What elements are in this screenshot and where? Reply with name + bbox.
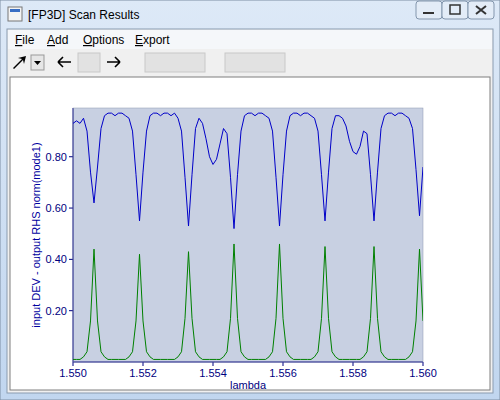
y-tick [69,208,73,209]
y-tick-label: 0.80 [46,151,67,163]
y-tick [69,259,73,260]
close-icon [476,6,486,14]
y-tick-label: 0.40 [46,253,67,265]
x-tick-label: 1.552 [129,367,157,379]
x-tick [213,362,214,366]
menu-item[interactable]: Add [47,33,68,47]
y-tick-label: 0.60 [46,202,67,214]
app-icon [10,9,20,12]
x-tick-label: 1.550 [59,367,87,379]
window-title: [FP3D] Scan Results [28,8,139,22]
client-area [7,29,493,393]
toolbar [8,50,492,74]
plot-area [73,108,423,362]
menu-item[interactable]: Export [135,33,170,47]
window-frame [0,0,500,400]
y-tick [69,156,73,157]
menu-bar [8,30,492,49]
close-button[interactable] [468,1,494,19]
x-tick [283,362,284,366]
series-line [73,113,423,228]
x-tick-label: 1.560 [409,367,437,379]
series-group [73,113,423,359]
series-line [73,244,423,359]
y-tick [69,310,73,311]
minimize-button[interactable] [416,1,442,19]
dropdown[interactable] [31,55,44,70]
app-icon [8,7,22,21]
maximize-icon [450,5,460,14]
menu-item[interactable]: Options [83,33,124,47]
y-tick-label: 0.20 [46,305,67,317]
menu-item[interactable]: File [15,33,35,47]
dropdown-arrow [34,61,41,65]
x-tick [73,362,74,366]
x-tick-label: 1.558 [339,367,367,379]
minimize-icon [423,12,434,14]
toolbar-field [145,53,205,72]
toolbar-field [225,53,285,72]
chart-panel [10,77,490,390]
x-tick-label: 1.554 [199,367,227,379]
toolbar-field [78,53,100,72]
x-tick-label: 1.556 [269,367,297,379]
x-tick [143,362,144,366]
pointer-tool[interactable] [13,56,26,69]
plot-frame [73,108,423,362]
x-axis-label: lambda [230,379,267,391]
screen: [FP3D] Scan Results File Add Options Export 0… [0,0,500,400]
maximize-button[interactable] [442,1,468,19]
forward-button[interactable] [107,57,120,67]
back-button[interactable] [58,57,71,67]
x-tick [353,362,354,366]
y-axis-label: input DEV - output RHS norm(mode1) [30,142,42,327]
x-tick [423,362,424,366]
